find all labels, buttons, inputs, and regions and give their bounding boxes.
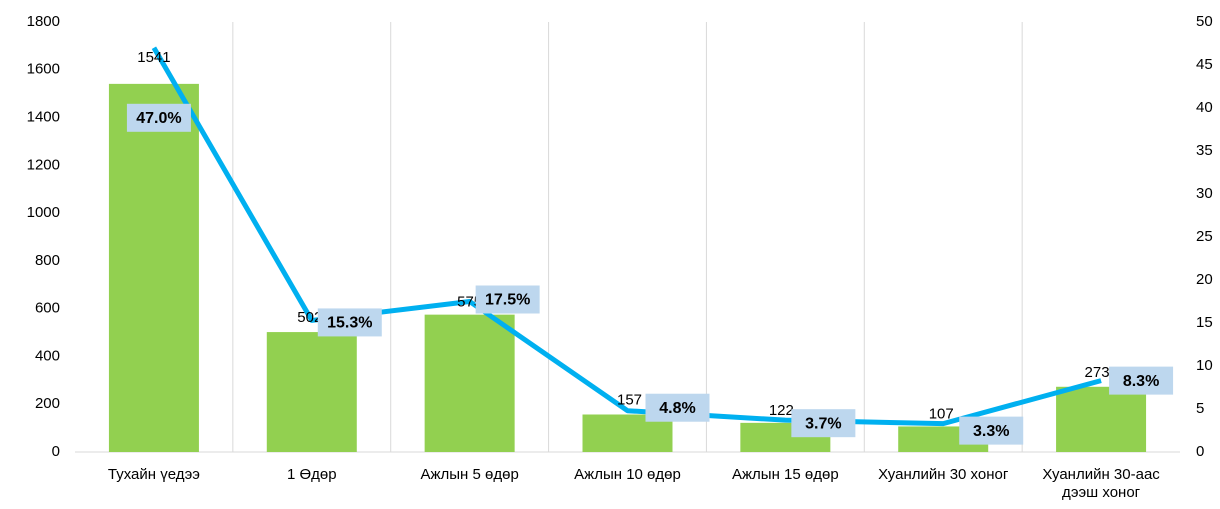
x-tick-label: Ажлын 10 өдөр	[574, 466, 681, 483]
line-value-label-box	[791, 409, 856, 438]
line-value-label: 3.7%	[805, 415, 841, 432]
bar-value-label: 1541	[137, 49, 170, 66]
line-value-label: 17.5%	[485, 292, 530, 309]
x-tick-label: Тухайн үедээ	[107, 466, 200, 483]
y-tick-label: 400	[35, 347, 60, 364]
y2-tick-label: 15	[1196, 314, 1213, 331]
line-value-label-box	[645, 393, 710, 422]
y2-tick-label: 10	[1196, 357, 1213, 374]
line-value-label-box	[959, 416, 1024, 445]
bar	[1056, 386, 1147, 452]
y2-tick-label: 5	[1196, 400, 1204, 417]
x-tick-label: 1 Өдөр	[286, 466, 337, 483]
y2-tick-label: 20	[1196, 271, 1213, 288]
y2-tick-label: 0	[1196, 443, 1204, 460]
bar	[266, 332, 357, 452]
bar-value-label: 273	[1085, 364, 1110, 381]
bar-value-label: 157	[617, 391, 642, 408]
bar-value-label: 502	[297, 309, 322, 326]
bar-value-label: 122	[769, 402, 794, 419]
x-tick-label: Хуанлийн 30 хоног	[878, 466, 1009, 483]
y2-tick-label: 35	[1196, 142, 1213, 159]
x-tick-label: Хуанлийн 30-аас дээш хоног	[1042, 466, 1160, 501]
y-tick-label: 600	[35, 300, 60, 317]
line-value-label: 8.3%	[1123, 373, 1159, 390]
y-tick-label: 800	[35, 252, 60, 269]
line-value-label-box	[475, 285, 540, 314]
x-tick-label: Ажлын 5 өдөр	[420, 466, 519, 483]
line-value-label: 47.0%	[136, 110, 181, 127]
y2-tick-label: 50	[1196, 13, 1213, 30]
bar	[108, 83, 199, 452]
x-tick-label: Ажлын 15 өдөр	[732, 466, 839, 483]
line-value-label-box	[1109, 366, 1174, 395]
y-tick-label: 1200	[27, 156, 60, 173]
y-tick-label: 1400	[27, 109, 60, 126]
line-value-label-box	[317, 308, 382, 337]
line-value-label: 4.8%	[659, 400, 695, 417]
line-value-label-box	[126, 103, 191, 132]
y2-tick-label: 45	[1196, 56, 1213, 73]
y2-tick-label: 40	[1196, 99, 1213, 116]
line-value-label: 15.3%	[327, 315, 372, 332]
y-tick-label: 0	[52, 443, 60, 460]
y-tick-label: 1800	[27, 13, 60, 30]
y-tick-label: 200	[35, 395, 60, 412]
line	[151, 46, 1102, 427]
bar-value-label: 107	[929, 405, 954, 422]
bar	[424, 314, 515, 452]
y2-tick-label: 25	[1196, 228, 1213, 245]
line-value-label: 3.3%	[973, 423, 1009, 440]
y-tick-label: 1600	[27, 61, 60, 78]
y-tick-label: 1000	[27, 204, 60, 221]
y2-tick-label: 30	[1196, 185, 1213, 202]
